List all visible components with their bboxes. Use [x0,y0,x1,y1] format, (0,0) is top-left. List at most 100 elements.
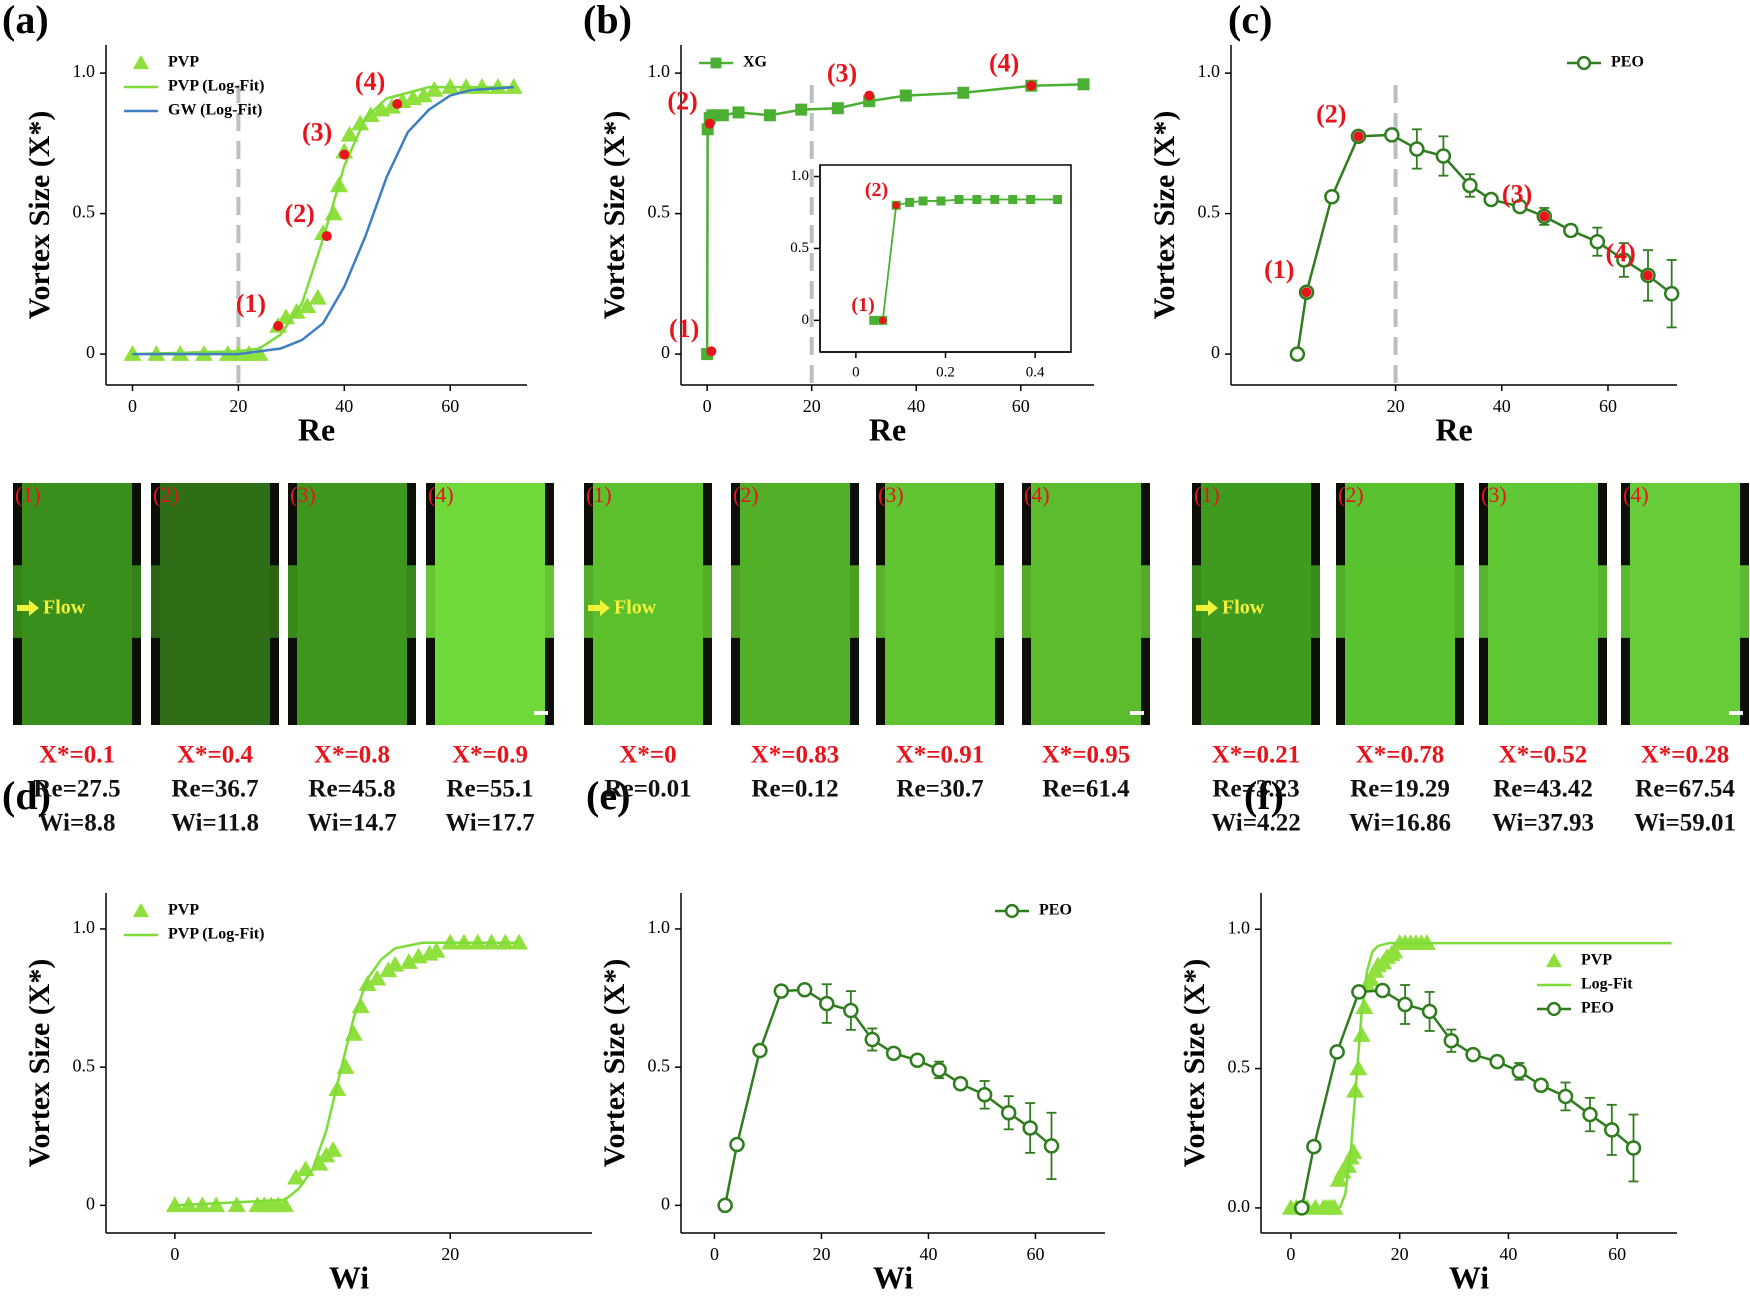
condition-label: Wi=17.7 [445,810,535,837]
marker-square [795,103,808,116]
micrograph-label: (4) [428,482,454,507]
x-tick-label: 0.2 [936,364,955,380]
legend-label: PVP [1581,952,1612,969]
marker-circle [1435,148,1452,164]
marker-triangle [275,1196,294,1213]
x-tick-label: 60 [1599,396,1617,416]
condition-label: Re=30.7 [896,776,983,803]
vortex-size-label: X*=0.95 [1042,742,1131,769]
y-axis-title: Vortex Size (X*) [23,959,56,1168]
marker-circle [1324,188,1340,205]
x-tick-label: 40 [919,1244,937,1264]
x-tick-label: 60 [1608,1244,1626,1264]
point-label: (3) [302,118,332,147]
legend-label: PVP (Log-Fit) [168,926,264,943]
x-tick-label: 20 [441,1244,459,1264]
marker-circle [1294,1200,1310,1216]
micrograph-label: (1) [15,482,41,507]
vortex-size-label: X*=0.83 [751,742,840,769]
series-line [174,941,520,1207]
marker-circle [1462,177,1478,194]
scale-bar [1130,711,1144,715]
vortex-size-label: X*=0.28 [1641,742,1730,769]
legend-label: PEO [1039,902,1072,919]
marker-dot [1301,287,1312,298]
flow-label: Flow [1222,597,1265,619]
marker-circle [717,1197,733,1214]
condition-label: Re=0.12 [751,776,838,803]
point-label: (4) [1605,238,1635,267]
y-axis-title: Vortex Size (X*) [1178,959,1211,1168]
condition-label: Wi=8.8 [39,810,116,837]
marker-circle [773,983,790,999]
marker-square [936,196,946,206]
marker-triangle [250,345,269,361]
marker-triangle [308,288,327,305]
marker-circle [1604,1122,1620,1138]
marker-triangle [368,969,387,986]
legend-label: PVP [168,54,199,71]
marker-triangle [382,97,401,114]
legend-label: PVP (Log-Fit) [168,78,264,95]
point-label: (2) [667,87,697,116]
flow-label: Flow [614,597,657,619]
micrograph-label: (4) [1024,482,1050,507]
marker-square [957,86,970,99]
marker-square [899,89,912,102]
marker-triangle [324,204,343,221]
x-tick-label: 40 [907,396,925,416]
marker-triangle [1329,1171,1348,1187]
marker-circle [1351,984,1367,1000]
condition-label: Re=45.8 [308,776,395,803]
marker-circle [1663,285,1680,302]
condition-label: Re=27.5 [33,776,120,803]
micrograph-label: (3) [1481,482,1507,507]
micrograph-label: (3) [878,482,904,507]
x-tick-label: 20 [1387,396,1405,416]
y-tick-label: 1.0 [73,917,96,937]
micrograph-channel [1479,565,1607,638]
micrograph-label: (1) [1194,482,1220,507]
x-tick-label: 40 [1493,396,1511,416]
inset-frame [819,164,1072,353]
marker-square [1026,195,1036,205]
marker-triangle [386,955,405,972]
marker-dot [339,149,350,160]
panel-label: (a) [2,0,49,42]
marker-circle [1483,191,1499,208]
condition-label: Wi=14.7 [307,810,397,837]
micrograph-channel [1022,565,1150,638]
condition-label: Re=67.54 [1635,776,1735,803]
panel-label: (f) [1244,773,1284,818]
legend-label: XG [743,54,768,71]
x-tick-label: 0 [710,1244,719,1264]
marker-dot [864,90,875,101]
flow-arrow [588,600,610,616]
condition-label: Re=0.01 [604,776,691,803]
marker-square [1053,195,1063,205]
marker-dot [273,320,284,331]
marker-circle [1421,1003,1438,1020]
marker-triangle [1355,998,1374,1015]
marker-circle [1512,198,1528,215]
marker-circle [1582,1106,1598,1123]
micrograph-label: (2) [733,482,759,507]
y-tick-label: 0 [1211,342,1220,362]
y-tick-label: 0.0 [1228,1196,1251,1216]
micrograph-channel [584,565,712,638]
series-line [132,85,514,356]
condition-label: Wi=16.86 [1349,810,1451,837]
micrograph-channel [1336,565,1464,638]
marker-triangle [310,1154,329,1171]
micrograph [288,483,416,725]
vortex-size-label: X*=0.8 [314,742,390,769]
marker-circle [1546,1001,1562,1017]
marker-circle [1397,996,1413,1013]
condition-label: Re=61.4 [1042,776,1130,803]
condition-label: Wi=59.01 [1634,810,1736,837]
marker-circle [1329,1044,1345,1060]
marker-circle [952,1075,969,1092]
y-tick-label: 0 [802,312,810,328]
